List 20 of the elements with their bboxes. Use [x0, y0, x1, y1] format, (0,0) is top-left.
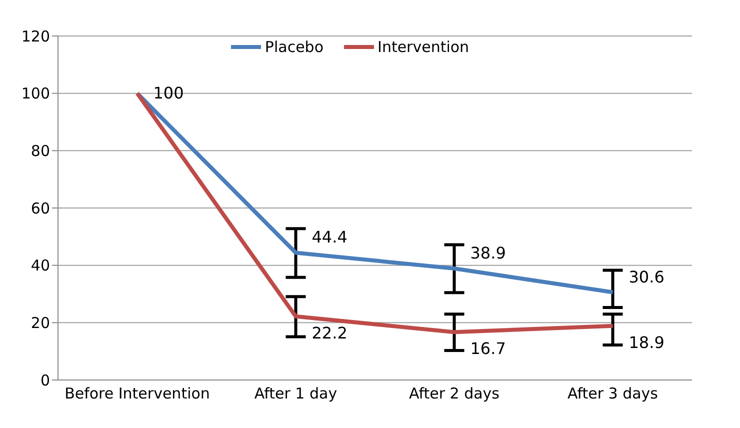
y-tick-label: 0 [40, 371, 50, 390]
data-label: 18.9 [628, 332, 664, 352]
legend-label: Placebo [264, 38, 324, 56]
y-tick-label: 20 [30, 314, 50, 332]
data-label: 30.6 [628, 267, 664, 286]
y-tick-label: 120 [21, 27, 50, 46]
x-tick-label: After 3 days [567, 384, 658, 403]
data-label: 16.7 [470, 339, 506, 358]
x-tick-label: After 2 days [408, 384, 500, 403]
data-label: 44.4 [312, 228, 348, 247]
y-tick-label: 60 [30, 199, 50, 218]
data-label: 22.2 [312, 323, 348, 342]
x-tick-label: After 1 day [254, 384, 338, 403]
y-tick-label: 40 [30, 256, 50, 275]
data-label: 38.9 [470, 243, 506, 262]
y-tick-label: 100 [21, 84, 50, 103]
y-tick-label: 80 [30, 142, 50, 160]
x-tick-label: Before Intervention [64, 384, 210, 403]
data-label: 100 [153, 83, 184, 102]
legend-label: Intervention [378, 38, 470, 56]
